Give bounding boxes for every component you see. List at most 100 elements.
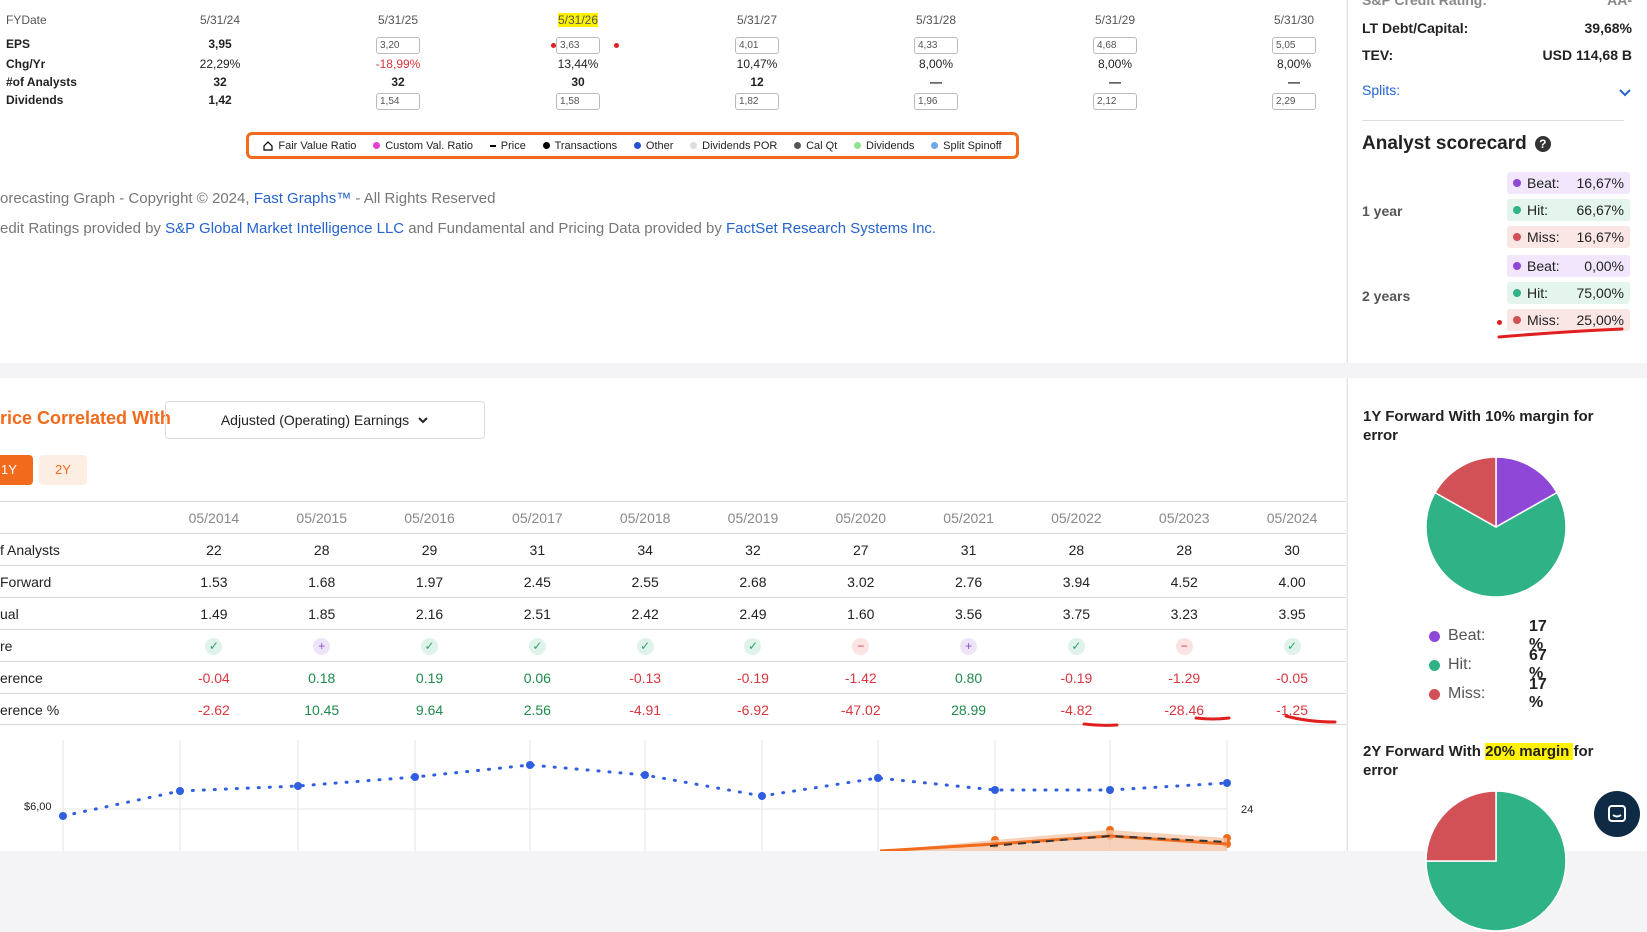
annotation-underline bbox=[1082, 722, 1119, 727]
year-header: 05/2022 bbox=[1022, 501, 1131, 534]
year-header: 05/2015 bbox=[267, 501, 376, 534]
header-blank bbox=[0, 501, 160, 534]
copyright-line: orecasting Graph - Copyright © 2024, Fas… bbox=[0, 190, 495, 207]
pie-slice-beat[interactable] bbox=[1495, 456, 1559, 529]
table-cell: 0.18 bbox=[267, 661, 376, 694]
table-cell: 3.95 bbox=[1238, 597, 1346, 630]
minus-icon: − bbox=[1175, 637, 1193, 655]
legend-item[interactable]: Other bbox=[633, 140, 673, 152]
earnings-type-dropdown[interactable]: Adjusted (Operating) Earnings bbox=[165, 401, 485, 439]
estimates-cell: 12 bbox=[712, 75, 802, 89]
pie1-legend-item: Miss: 17 % bbox=[1429, 676, 1547, 711]
dividends-input[interactable]: 1,96 bbox=[914, 93, 958, 110]
legend-dot-icon bbox=[690, 142, 698, 149]
beat-label-wrap: Beat: bbox=[1513, 175, 1560, 191]
estimates-cell: 10,47% bbox=[712, 57, 802, 71]
dividends-input[interactable]: 1,82 bbox=[735, 93, 779, 110]
tab-2y[interactable]: 2Y bbox=[39, 455, 87, 485]
legend-item[interactable]: Dividends POR bbox=[690, 140, 777, 152]
table-cell: -6.92 bbox=[699, 693, 807, 726]
legend-item[interactable]: Fair Value Ratio bbox=[263, 140, 356, 152]
date-value: 5/31/30 bbox=[1273, 13, 1315, 27]
dash-icon bbox=[489, 144, 496, 147]
row-label: FYDate bbox=[6, 13, 47, 27]
pie2-title-text: 2Y Forward With bbox=[1363, 743, 1486, 760]
row-label: f Analysts bbox=[0, 533, 160, 566]
earnings-point bbox=[1106, 786, 1114, 794]
table-cell: 4.00 bbox=[1238, 565, 1346, 598]
row-label: EPS bbox=[6, 37, 31, 51]
dividends-input[interactable]: 1,58 bbox=[556, 93, 600, 110]
estimates-cell: 5/31/26 bbox=[533, 13, 623, 27]
dividends-input[interactable]: 2,29 bbox=[1272, 93, 1316, 110]
data-credits-line: edit Ratings provided by S&P Global Mark… bbox=[0, 220, 936, 237]
legend-item[interactable]: Transactions bbox=[542, 140, 617, 152]
chg-value: -18,99% bbox=[375, 57, 421, 71]
pie-slice-hit[interactable] bbox=[1425, 491, 1567, 598]
row-label: erence bbox=[0, 661, 160, 694]
estimates-cell: 2,29 bbox=[1249, 93, 1339, 110]
estimates-cell: 8,00% bbox=[1070, 57, 1160, 71]
splits-toggle[interactable]: Splits: bbox=[1362, 82, 1632, 100]
table-row: Forward 1.53 1.68 1.97 2.45 2.55 2.68 3.02 2.76 3… bbox=[0, 565, 1346, 598]
scorecard-title-text: Analyst scorecard bbox=[1362, 133, 1527, 154]
legend-item[interactable]: Price bbox=[489, 140, 526, 152]
eps-input[interactable]: 4,01 bbox=[735, 37, 779, 54]
annotation-dot bbox=[1497, 320, 1502, 325]
legend-item[interactable]: Custom Val. Ratio bbox=[373, 140, 473, 152]
table-cell: 1.49 bbox=[160, 597, 268, 630]
table-cell: 2.16 bbox=[375, 597, 484, 630]
year-header: 05/2018 bbox=[591, 501, 700, 534]
chat-icon[interactable] bbox=[1606, 803, 1628, 825]
chg-value: 8,00% bbox=[1276, 57, 1312, 71]
table-cell: -1.25 bbox=[1238, 693, 1346, 726]
dividends-input[interactable]: 1,54 bbox=[376, 93, 420, 110]
eps-input[interactable]: 5,05 bbox=[1272, 37, 1316, 54]
date-value: 5/31/27 bbox=[736, 13, 778, 27]
lt-debt-label: LT Debt/Capital: bbox=[1362, 20, 1469, 36]
pie1-legend-item: Beat: 17 % bbox=[1429, 618, 1547, 653]
legend-dot-icon bbox=[1429, 688, 1440, 700]
splits-label[interactable]: Splits: bbox=[1362, 82, 1401, 98]
fastgraphs-link[interactable]: Fast Graphs™ bbox=[253, 190, 352, 207]
earnings-type-value[interactable]: Adjusted (Operating) Earnings bbox=[220, 412, 410, 428]
eps-input[interactable]: 3,20 bbox=[376, 37, 420, 54]
sp-global-link[interactable]: S&P Global Market Intelligence LLC bbox=[165, 220, 405, 237]
year-header: 05/2024 bbox=[1238, 501, 1346, 534]
year-header: 05/2016 bbox=[375, 501, 484, 534]
pie-slice-miss[interactable] bbox=[1433, 456, 1497, 529]
row-label: re bbox=[0, 629, 160, 662]
table-cell: 1.68 bbox=[267, 565, 376, 598]
chat-button[interactable] bbox=[1594, 791, 1640, 837]
eps-input[interactable]: 4,68 bbox=[1093, 37, 1137, 54]
scorecard-title: Analyst scorecard ? bbox=[1362, 133, 1551, 155]
minus-icon: − bbox=[852, 637, 870, 655]
miss-value: 25,00% bbox=[1576, 312, 1624, 328]
dividends-input[interactable]: 2,12 bbox=[1093, 93, 1137, 110]
estimates-cell: 3,20 bbox=[353, 37, 443, 54]
table-cell: 27 bbox=[806, 533, 915, 566]
factset-link[interactable]: FactSet Research Systems Inc. bbox=[726, 220, 937, 237]
tab-1y[interactable]: 1Y bbox=[0, 455, 33, 485]
year-header: 05/2020 bbox=[806, 501, 915, 534]
house-outline-icon bbox=[263, 140, 273, 151]
estimates-cell: 32 bbox=[175, 75, 265, 89]
chg-value: 8,00% bbox=[1097, 57, 1133, 71]
legend-item[interactable]: Split Spinoff bbox=[931, 140, 1002, 152]
legend-item[interactable]: Dividends bbox=[854, 140, 914, 152]
eps-input[interactable]: 4,33 bbox=[914, 37, 958, 54]
legend-item[interactable]: Cal Qt bbox=[794, 140, 837, 152]
chevron-down-icon[interactable] bbox=[1618, 86, 1632, 100]
estimates-cell: 3,95 bbox=[175, 37, 265, 51]
estimates-cell: 1,96 bbox=[891, 93, 981, 110]
legend-value: 17 % bbox=[1529, 618, 1547, 653]
check-icon: ✓ bbox=[1283, 637, 1301, 655]
legend-label: Cal Qt bbox=[806, 139, 838, 152]
score-cell: ✓ bbox=[483, 629, 592, 662]
help-icon[interactable]: ? bbox=[1534, 136, 1551, 152]
chevron-down-icon[interactable] bbox=[417, 414, 429, 426]
tev-value: USD 114,68 B bbox=[1542, 47, 1633, 63]
legend-label: Miss: bbox=[1448, 685, 1486, 702]
eps-input[interactable]: 3,63 bbox=[556, 37, 600, 54]
table-cell: -2.62 bbox=[160, 693, 268, 726]
